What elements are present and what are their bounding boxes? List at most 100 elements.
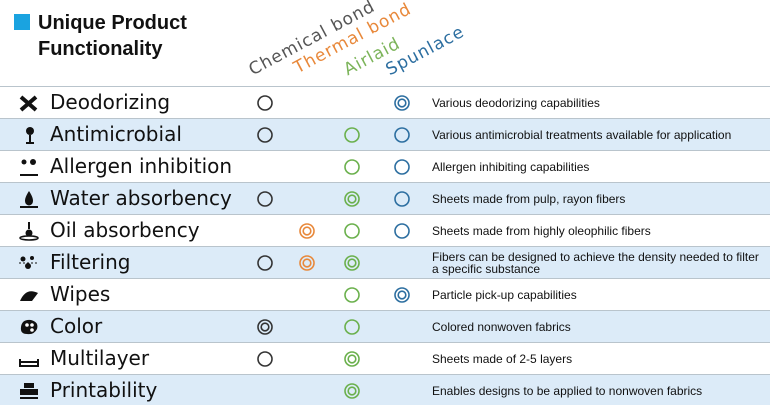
mark-inner xyxy=(347,258,357,268)
row-icon xyxy=(20,159,38,176)
mark-double xyxy=(299,223,315,239)
mark-outer xyxy=(344,159,360,175)
mark-double xyxy=(394,95,410,111)
row-name: Multilayer xyxy=(50,346,150,370)
row-marks xyxy=(344,383,360,399)
mark-inner xyxy=(347,386,357,396)
mark-single xyxy=(394,223,410,239)
row-marks xyxy=(257,191,410,207)
mark-outer xyxy=(299,223,315,239)
row-icon xyxy=(20,319,38,335)
mark-inner xyxy=(347,354,357,364)
mark-outer xyxy=(344,287,360,303)
mark-single xyxy=(257,191,273,207)
row-name: Printability xyxy=(50,378,158,402)
mark-single xyxy=(344,319,360,335)
mark-outer xyxy=(257,319,273,335)
row-description: Allergen inhibiting capabilities xyxy=(432,159,590,174)
mark-outer xyxy=(257,191,273,207)
title: Unique Product Functionality xyxy=(38,12,187,60)
table-row: Wipes Particle pick-up capabilities xyxy=(0,278,770,310)
row-marks xyxy=(257,255,360,271)
row-description: Various antimicrobial treatments availab… xyxy=(432,127,732,142)
mark-outer xyxy=(344,255,360,271)
row-name: Deodorizing xyxy=(50,90,171,114)
row-name: Wipes xyxy=(50,282,111,306)
row-description: Particle pick-up capabilities xyxy=(432,287,577,302)
row-description: Various deodorizing capabilities xyxy=(432,95,600,110)
row-name: Filtering xyxy=(50,250,131,274)
table-row: Oil absorbency Sheets made from highly ol… xyxy=(0,214,770,246)
mark-inner xyxy=(302,226,312,236)
mark-outer xyxy=(344,351,360,367)
row-name: Antimicrobial xyxy=(50,122,182,146)
mark-double xyxy=(344,351,360,367)
mark-inner xyxy=(347,194,357,204)
row-marks xyxy=(257,351,360,367)
row-icon xyxy=(19,222,39,241)
mark-outer xyxy=(344,319,360,335)
table-row: Color Colored nonwoven fabrics xyxy=(0,310,770,342)
mark-outer xyxy=(257,255,273,271)
title-accent xyxy=(14,14,30,30)
table-row: Water absorbency Sheets made from pulp, r… xyxy=(0,182,770,214)
table-row: Filtering Fibers can be designed to achie… xyxy=(0,246,770,278)
mark-inner xyxy=(397,290,407,300)
mark-single xyxy=(394,191,410,207)
row-icon xyxy=(26,127,34,144)
mark-inner xyxy=(397,98,407,108)
mark-single xyxy=(344,287,360,303)
mark-inner xyxy=(302,258,312,268)
mark-double xyxy=(344,383,360,399)
mark-outer xyxy=(394,159,410,175)
mark-single xyxy=(257,255,273,271)
mark-outer xyxy=(394,223,410,239)
mark-single xyxy=(344,159,360,175)
mark-single xyxy=(344,223,360,239)
mark-single xyxy=(257,127,273,143)
mark-outer xyxy=(394,127,410,143)
row-marks xyxy=(257,127,410,143)
table-row: Deodorizing Various deodorizing capabilit… xyxy=(0,86,770,118)
mark-outer xyxy=(257,127,273,143)
mark-outer xyxy=(257,95,273,111)
mark-outer xyxy=(394,287,410,303)
row-icon xyxy=(20,383,38,399)
mark-outer xyxy=(344,383,360,399)
mark-double xyxy=(344,191,360,207)
row-name: Color xyxy=(50,314,103,338)
mark-outer xyxy=(394,95,410,111)
row-marks xyxy=(257,319,360,335)
mark-double xyxy=(257,319,273,335)
table-row: Antimicrobial Various antimicrobial treat… xyxy=(0,118,770,150)
row-icon xyxy=(19,95,38,112)
mark-outer xyxy=(344,223,360,239)
row-description: Sheets made from highly oleophilic fiber… xyxy=(432,223,651,238)
row-icon xyxy=(19,359,39,367)
row-description: Enables designs to be applied to nonwove… xyxy=(432,383,703,398)
table-row: Printability Enables designs to be applie… xyxy=(0,374,770,405)
row-icon xyxy=(20,191,38,208)
mark-double xyxy=(299,255,315,271)
row-name: Water absorbency xyxy=(50,186,232,210)
table-row: Allergen inhibition Allergen inhibiting c… xyxy=(0,150,770,182)
mark-inner xyxy=(260,322,270,332)
mark-double xyxy=(394,287,410,303)
mark-double xyxy=(344,255,360,271)
mark-single xyxy=(257,351,273,367)
mark-single xyxy=(344,127,360,143)
mark-single xyxy=(394,159,410,175)
row-marks xyxy=(257,95,410,111)
row-marks xyxy=(344,287,410,303)
row-description: Fibers can be designed to achieve the de… xyxy=(432,249,759,276)
mark-outer xyxy=(344,191,360,207)
mark-single xyxy=(257,95,273,111)
row-name: Oil absorbency xyxy=(50,218,200,242)
row-icon xyxy=(19,256,39,269)
row-marks xyxy=(344,159,410,175)
mark-outer xyxy=(257,351,273,367)
row-description: Sheets made from pulp, rayon fibers xyxy=(432,191,626,206)
row-description: Sheets made of 2-5 layers xyxy=(432,351,573,366)
mark-outer xyxy=(344,127,360,143)
